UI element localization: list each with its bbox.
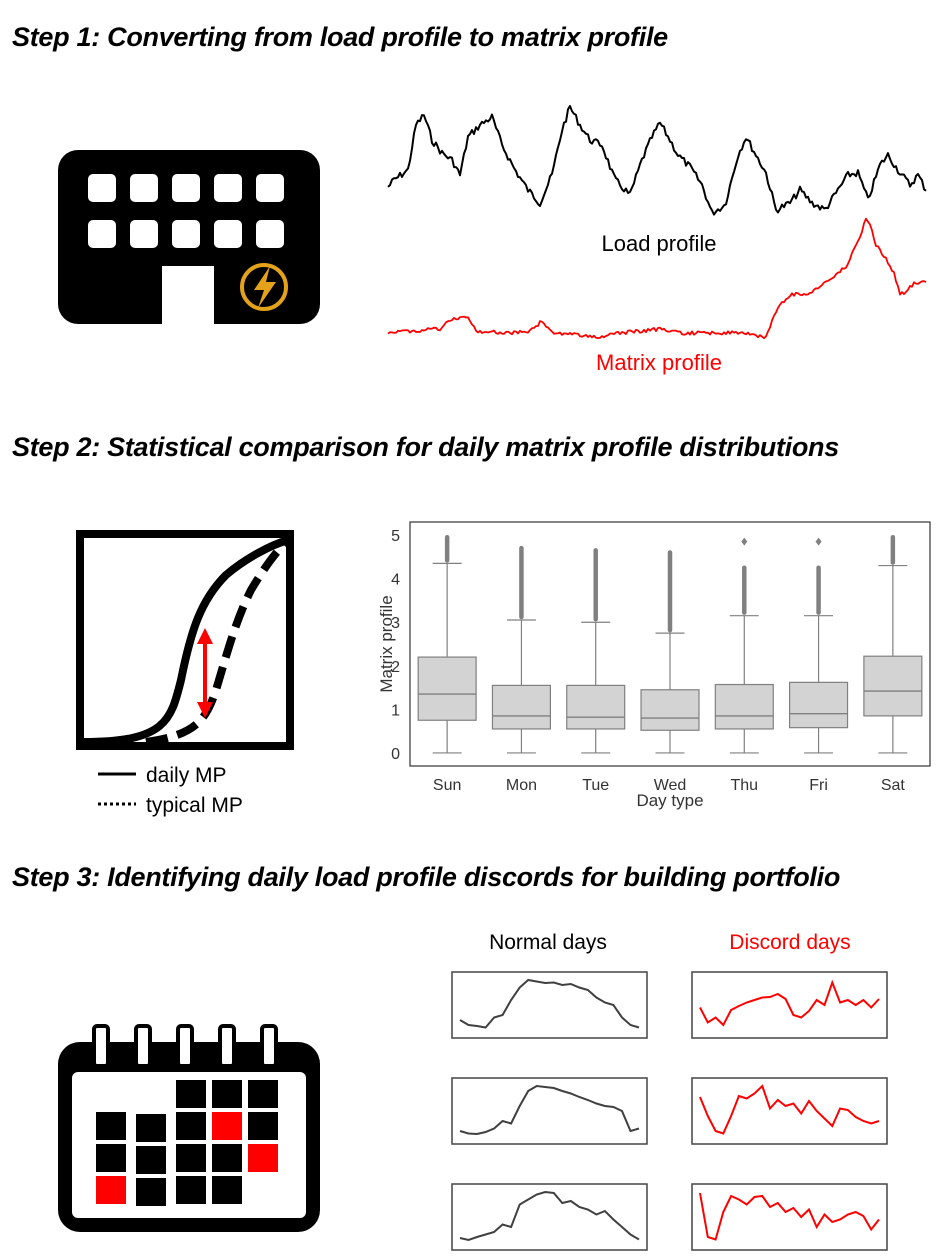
box-fri bbox=[789, 537, 849, 754]
box-sat bbox=[863, 535, 923, 754]
discord-day-panel bbox=[691, 1183, 888, 1251]
normal-days-label: Normal days bbox=[489, 931, 607, 954]
difference-arrow bbox=[197, 628, 213, 718]
matrix-profile-boxplot: 0 1 2 3 4 5 Sun Mon Tue Wed Thu Fri Sat Matrix prof… bbox=[377, 521, 931, 810]
y-tick-label: 4 bbox=[391, 572, 400, 589]
matrix-profile-curve bbox=[387, 217, 927, 340]
x-tick-label: Fri bbox=[809, 777, 828, 794]
normal-day-panel bbox=[451, 1183, 648, 1251]
calendar-icon bbox=[58, 1024, 320, 1232]
x-tick-label: Thu bbox=[730, 777, 758, 794]
calendar-grid bbox=[96, 1080, 278, 1206]
legend-daily-mp: daily MP bbox=[146, 764, 227, 787]
x-tick-label: Wed bbox=[654, 777, 687, 794]
normal-day-panel bbox=[451, 1077, 648, 1145]
x-tick-label: Tue bbox=[582, 777, 609, 794]
iqr-box bbox=[640, 689, 700, 731]
box-tue bbox=[566, 548, 626, 754]
iqr-box bbox=[417, 656, 477, 721]
x-tick-label: Mon bbox=[506, 777, 537, 794]
step2-title: Step 2: Statistical comparison for daily… bbox=[12, 432, 839, 462]
cdf-comparison-icon bbox=[76, 530, 294, 750]
typical-mp-curve bbox=[145, 537, 291, 746]
normal-day-panel bbox=[451, 971, 648, 1039]
outlier-point bbox=[815, 537, 822, 546]
x-tick-label: Sat bbox=[881, 777, 906, 794]
load-profile-curve bbox=[387, 105, 927, 216]
iqr-box bbox=[491, 684, 552, 730]
iqr-box bbox=[714, 683, 774, 730]
step1-title: Step 1: Converting from load profile to … bbox=[12, 22, 668, 52]
y-tick-label: 2 bbox=[391, 659, 400, 676]
calendar-rings bbox=[92, 1024, 278, 1068]
discord-days-label: Discord days bbox=[729, 931, 850, 954]
y-tick-label: 0 bbox=[391, 746, 400, 763]
box-wed bbox=[640, 550, 700, 754]
legend-typical-mp: typical MP bbox=[146, 794, 243, 817]
box-sun bbox=[417, 535, 477, 754]
box-mon bbox=[491, 545, 552, 754]
box-thu bbox=[714, 537, 774, 754]
day-profiles: Normal days Discord days bbox=[451, 931, 888, 1251]
discord-day-panel bbox=[691, 1077, 888, 1145]
y-tick-label: 1 bbox=[391, 702, 400, 719]
discord-day-panel bbox=[691, 971, 888, 1039]
profile-curves: Load profile Matrix profile bbox=[387, 105, 927, 375]
iqr-box bbox=[789, 681, 849, 729]
y-axis-label: Matrix profile bbox=[377, 595, 396, 692]
matrix-profile-label: Matrix profile bbox=[596, 350, 722, 375]
x-tick-label: Sun bbox=[433, 777, 461, 794]
cdf-legend: daily MP typical MP bbox=[98, 764, 243, 817]
iqr-box bbox=[566, 684, 626, 730]
step3-title: Step 3: Identifying daily load profile d… bbox=[12, 862, 841, 892]
y-tick-label: 3 bbox=[391, 615, 400, 632]
load-profile-label: Load profile bbox=[602, 231, 717, 256]
outlier-point bbox=[741, 537, 748, 546]
lightning-bolt-icon bbox=[240, 263, 288, 311]
iqr-box bbox=[863, 655, 923, 717]
daily-mp-curve bbox=[83, 536, 290, 746]
building-electricity-icon bbox=[58, 150, 320, 324]
y-tick-label: 5 bbox=[391, 528, 400, 545]
x-axis-label: Day type bbox=[636, 791, 703, 810]
